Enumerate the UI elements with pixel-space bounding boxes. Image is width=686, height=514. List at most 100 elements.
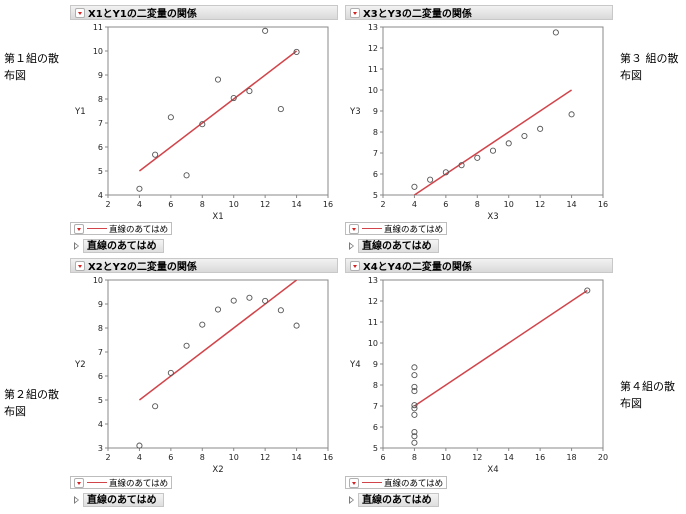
data-point[interactable] — [230, 297, 237, 304]
data-point[interactable] — [199, 321, 206, 328]
fit-line-swatch — [362, 228, 382, 229]
data-point[interactable] — [458, 162, 465, 169]
red-triangle-menu-icon[interactable] — [74, 223, 84, 234]
data-point[interactable] — [411, 372, 418, 379]
data-point[interactable] — [136, 442, 143, 449]
data-point[interactable] — [474, 154, 481, 161]
fit-outline-2[interactable]: 直線のあてはめ — [349, 239, 439, 253]
x-tick-label: 8 — [475, 200, 480, 209]
data-point[interactable] — [199, 121, 206, 128]
data-point[interactable] — [411, 402, 418, 409]
red-triangle-menu-icon[interactable] — [350, 260, 360, 271]
fit-outline-4[interactable]: 直線のあてはめ — [349, 493, 439, 507]
y-tick-label: 10 — [93, 47, 103, 56]
data-point[interactable] — [568, 111, 575, 118]
data-point[interactable] — [246, 294, 253, 301]
legend-label: 直線のあてはめ — [384, 478, 444, 489]
group2-label: 第２組の散布図 — [4, 388, 59, 418]
data-point[interactable] — [427, 176, 434, 183]
fit-outline-title: 直線のあてはめ — [83, 493, 164, 507]
data-point[interactable] — [136, 185, 143, 192]
data-point[interactable] — [246, 88, 253, 95]
x-tick-label: 6 — [168, 200, 173, 209]
x-tick-label: 4 — [137, 453, 142, 462]
data-point[interactable] — [411, 383, 418, 390]
data-point[interactable] — [411, 411, 418, 418]
data-point[interactable] — [411, 183, 418, 190]
legend-label: 直線のあてはめ — [109, 478, 169, 489]
scatterplot-3: 2 4 6 8 10 12 14 16 3 4 5 6 7 8 9 10 X2 Y2 — [74, 276, 333, 475]
x-tick-label: 8 — [412, 453, 417, 462]
data-point[interactable] — [262, 297, 269, 304]
data-point[interactable] — [411, 433, 418, 440]
y-tick-label: 8 — [98, 324, 103, 333]
fit-line — [414, 289, 588, 407]
y-axis-label: Y3 — [349, 107, 361, 117]
fit-outline-1[interactable]: 直線のあてはめ — [74, 239, 164, 253]
panel-1-header[interactable]: X1とY1の二変量の関係 — [70, 5, 338, 20]
y-tick-label: 6 — [373, 423, 378, 432]
disclosure-triangle-icon[interactable] — [74, 496, 79, 504]
data-point[interactable] — [411, 364, 418, 371]
data-point[interactable] — [214, 306, 222, 313]
panel-2-header[interactable]: X3とY3の二変量の関係 — [345, 5, 613, 20]
data-point[interactable] — [537, 125, 544, 132]
data-point[interactable] — [152, 151, 159, 158]
legend-fit-line-2[interactable]: 直線のあてはめ — [345, 222, 448, 235]
data-point[interactable] — [183, 342, 190, 349]
legend-fit-line-1[interactable]: 直線のあてはめ — [70, 222, 173, 235]
red-triangle-menu-icon[interactable] — [74, 477, 84, 488]
disclosure-triangle-icon[interactable] — [349, 496, 354, 504]
data-point[interactable] — [262, 27, 269, 34]
data-point[interactable] — [214, 76, 222, 83]
data-point[interactable] — [584, 287, 591, 294]
data-point[interactable] — [293, 322, 300, 329]
data-point[interactable] — [293, 48, 300, 56]
legend-fit-line-4[interactable]: 直線のあてはめ — [345, 476, 448, 489]
x-tick-label: 14 — [504, 453, 514, 462]
red-triangle-menu-icon[interactable] — [349, 477, 359, 488]
panel-4-header[interactable]: X4とY4の二変量の関係 — [345, 258, 613, 273]
fit-outline-title: 直線のあてはめ — [358, 239, 439, 253]
plot-frame — [382, 279, 604, 449]
data-point[interactable] — [442, 169, 449, 176]
data-point[interactable] — [277, 307, 284, 314]
y-tick-label: 10 — [93, 276, 103, 285]
data-point[interactable] — [489, 147, 497, 154]
y-tick-label: 5 — [373, 191, 378, 200]
data-point[interactable] — [521, 132, 528, 140]
red-triangle-menu-icon[interactable] — [75, 260, 85, 271]
data-point[interactable] — [411, 405, 418, 412]
y-tick-label: 9 — [98, 71, 103, 80]
fit-outline-3[interactable]: 直線のあてはめ — [74, 493, 164, 507]
y-tick-label: 7 — [98, 119, 103, 128]
red-triangle-menu-icon[interactable] — [350, 7, 360, 18]
data-point[interactable] — [277, 106, 284, 113]
data-point[interactable] — [505, 140, 512, 147]
fit-outline-title: 直線のあてはめ — [358, 493, 439, 507]
red-triangle-menu-icon[interactable] — [349, 223, 359, 234]
x-tick-label: 10 — [441, 453, 451, 462]
y-tick-label: 6 — [98, 372, 103, 381]
data-point[interactable] — [411, 388, 418, 395]
red-triangle-menu-icon[interactable] — [75, 7, 85, 18]
data-point[interactable] — [183, 172, 190, 179]
data-point[interactable] — [230, 94, 237, 102]
y-tick-label: 4 — [98, 191, 103, 200]
x-tick-label: 12 — [472, 453, 482, 462]
fit-line-swatch — [87, 228, 107, 229]
data-point[interactable] — [167, 369, 174, 376]
y-tick-label: 13 — [368, 276, 378, 285]
disclosure-triangle-icon[interactable] — [349, 242, 354, 250]
data-point[interactable] — [411, 439, 418, 446]
y-tick-label: 13 — [368, 23, 378, 32]
disclosure-triangle-icon[interactable] — [74, 242, 79, 250]
legend-fit-line-3[interactable]: 直線のあてはめ — [70, 476, 173, 489]
data-point[interactable] — [552, 29, 559, 36]
data-point[interactable] — [411, 428, 418, 436]
data-point[interactable] — [152, 403, 159, 410]
data-point[interactable] — [167, 114, 174, 121]
panel-3-header[interactable]: X2とY2の二変量の関係 — [70, 258, 338, 273]
x-tick-label: 16 — [323, 200, 333, 209]
